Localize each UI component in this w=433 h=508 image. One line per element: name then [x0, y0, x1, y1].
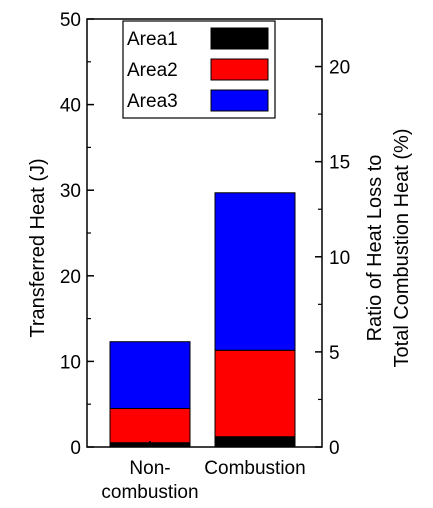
- left-y-axis: 0 10 20 30 40 50: [60, 10, 94, 459]
- bars-group: [109, 192, 296, 448]
- legend-swatch-area1: [210, 27, 269, 50]
- left-tick-label: 0: [70, 438, 81, 459]
- left-tick-label: 30: [60, 181, 81, 202]
- legend-label-area3: Area3: [127, 91, 178, 112]
- x-category-label: Combustion: [204, 458, 305, 479]
- right-axis-title-line: Total Combustion Heat (%): [391, 129, 413, 368]
- left-tick-label: 20: [60, 267, 81, 288]
- legend: Area1 Area2 Area3: [122, 20, 276, 119]
- legend-swatch-area3: [210, 89, 269, 112]
- bar-area2-0: [109, 407, 191, 444]
- x-category-label-line: Combustion: [204, 458, 305, 479]
- right-axis-title-line: Ratio of Heat Loss to: [364, 155, 386, 342]
- left-axis-title: Transferred Heat (J): [27, 158, 49, 337]
- right-tick-label: 20: [329, 58, 350, 79]
- x-category-label: Non-combustion: [101, 458, 198, 503]
- x-category-label-line: Non-: [129, 458, 170, 479]
- right-axis-title: Ratio of Heat Loss to Total Combustion He…: [364, 129, 413, 368]
- legend-label-area2: Area2: [127, 60, 178, 81]
- left-tick-label: 10: [60, 352, 81, 373]
- x-axis: Non-combustion Combustion: [101, 441, 306, 503]
- legend-label-area1: Area1: [127, 29, 178, 50]
- left-tick-label: 40: [60, 96, 81, 117]
- right-tick-label: 0: [329, 438, 340, 459]
- left-tick-label: 50: [60, 10, 81, 31]
- bar-area3-1: [214, 192, 296, 351]
- legend-swatch-area2: [210, 58, 269, 81]
- right-tick-label: 15: [329, 153, 350, 174]
- bar-area2-1: [214, 349, 296, 438]
- right-tick-label: 5: [329, 343, 340, 364]
- right-y-axis: 0 5 10 15 20: [315, 58, 350, 459]
- x-category-label-line: combustion: [101, 482, 198, 503]
- right-tick-label: 10: [329, 248, 350, 269]
- bar-area3-0: [109, 341, 191, 409]
